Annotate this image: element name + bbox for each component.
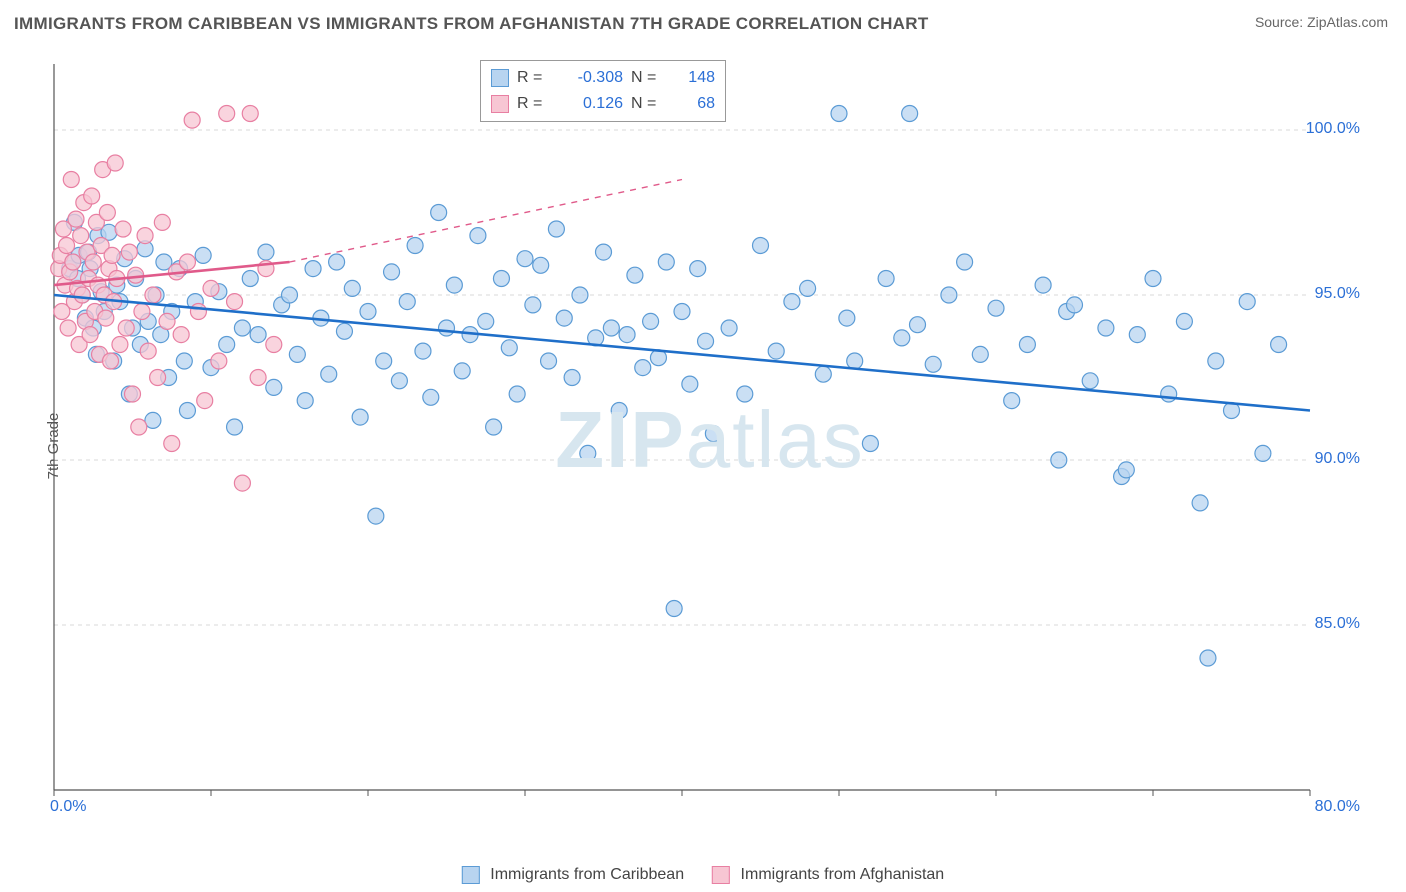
n-value-afghanistan: 68 <box>675 95 715 113</box>
y-tick-label: 95.0% <box>1315 285 1360 303</box>
x-tick-label: 0.0% <box>50 798 86 816</box>
source-label: Source: ZipAtlas.com <box>1255 14 1388 30</box>
chart-title: IMMIGRANTS FROM CARIBBEAN VS IMMIGRANTS … <box>14 14 929 34</box>
scatter-plot: ZIPatlas 85.0%90.0%95.0%100.0%0.0%80.0% <box>50 60 1370 820</box>
swatch-icon <box>462 866 480 884</box>
x-tick-label: 80.0% <box>1315 798 1360 816</box>
y-tick-label: 100.0% <box>1306 120 1360 138</box>
legend-label: Immigrants from Afghanistan <box>741 866 945 883</box>
legend-label: Immigrants from Caribbean <box>490 866 684 883</box>
n-value-caribbean: 148 <box>675 69 715 87</box>
y-tick-label: 90.0% <box>1315 450 1360 468</box>
r-value-caribbean: -0.308 <box>561 69 623 87</box>
swatch-icon <box>712 866 730 884</box>
plot-svg <box>50 60 1370 820</box>
r-value-afghanistan: 0.126 <box>561 95 623 113</box>
legend-stats: R = -0.308 N = 148 R = 0.126 N = 68 <box>480 60 726 122</box>
legend-row-afghanistan: R = 0.126 N = 68 <box>491 91 715 117</box>
legend-bottom: Immigrants from Caribbean Immigrants fro… <box>462 866 944 884</box>
legend-row-caribbean: R = -0.308 N = 148 <box>491 65 715 91</box>
legend-item-caribbean: Immigrants from Caribbean <box>462 866 684 884</box>
y-tick-label: 85.0% <box>1315 615 1360 633</box>
swatch-afghanistan <box>491 95 509 113</box>
legend-item-afghanistan: Immigrants from Afghanistan <box>712 866 944 884</box>
swatch-caribbean <box>491 69 509 87</box>
